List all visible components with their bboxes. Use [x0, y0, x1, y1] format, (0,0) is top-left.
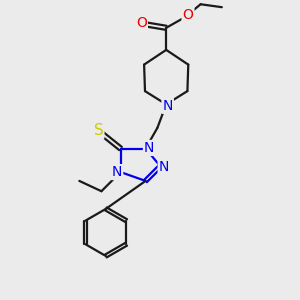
Text: N: N — [144, 141, 154, 155]
Text: N: N — [112, 165, 122, 179]
Text: N: N — [163, 99, 173, 113]
Text: N: N — [159, 160, 169, 174]
Text: O: O — [182, 8, 194, 22]
Text: O: O — [136, 16, 147, 30]
Text: S: S — [94, 123, 103, 138]
